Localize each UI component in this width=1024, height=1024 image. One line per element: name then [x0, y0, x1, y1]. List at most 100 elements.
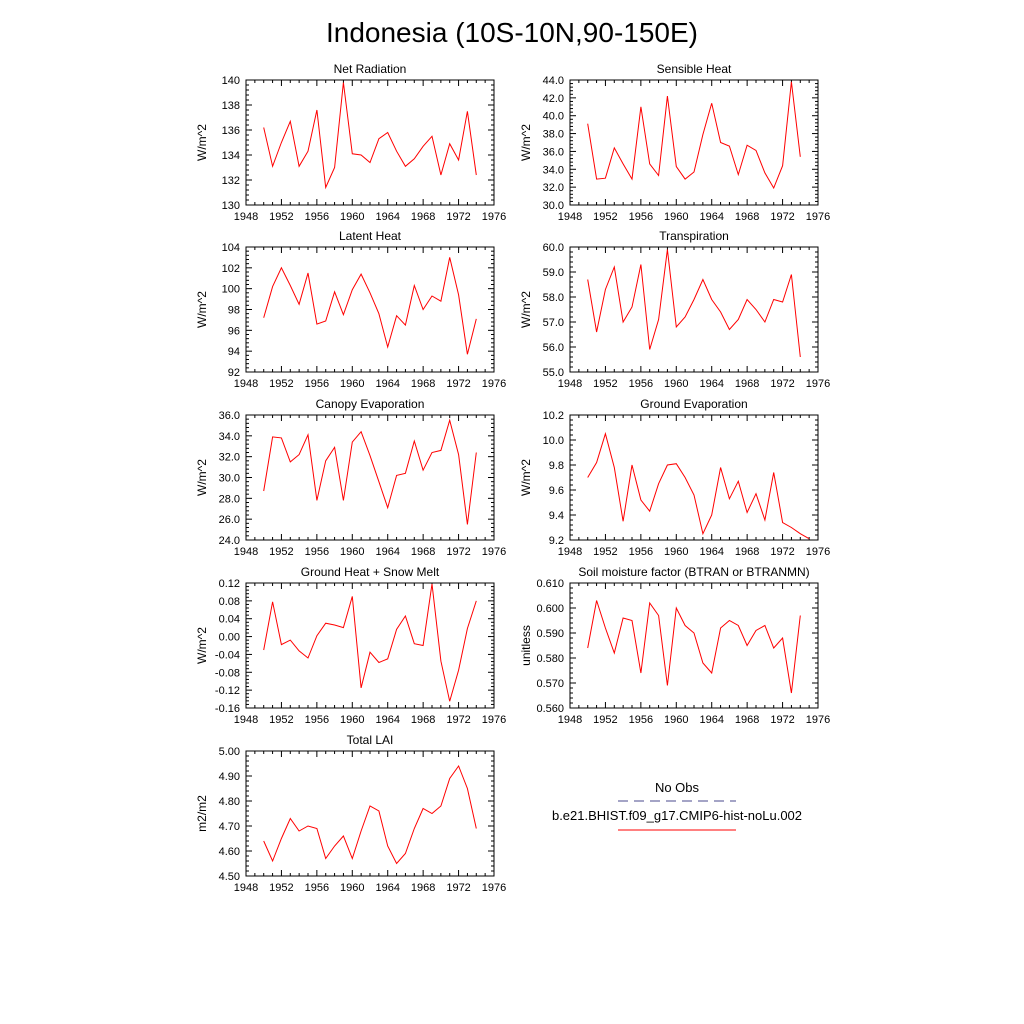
plot-frame — [569, 414, 819, 541]
x-tick-label: 1972 — [770, 546, 794, 558]
y-tick-label: 10.0 — [543, 435, 564, 447]
x-tick-label: 1972 — [770, 714, 794, 726]
x-tick-label: 1960 — [340, 882, 364, 894]
y-tick-label: 58.0 — [543, 292, 564, 304]
y-tick-label: 98 — [228, 305, 240, 317]
y-tick-label: 4.50 — [219, 871, 240, 883]
series-line — [587, 431, 810, 540]
x-tick-label: 1972 — [446, 882, 470, 894]
y-tick-label: -0.12 — [215, 685, 240, 697]
x-tick-label: 1960 — [340, 211, 364, 223]
legend: No Obs b.e21.BHIST.f09_g17.CMIP6-hist-no… — [552, 780, 802, 831]
y-tick-label: 60.0 — [543, 242, 564, 254]
x-tick-label: 1968 — [735, 546, 759, 558]
plot-frame — [245, 414, 495, 541]
y-tick-label: 9.4 — [549, 510, 564, 522]
y-tick-label: 96 — [228, 325, 240, 337]
panel-title: Net Radiation — [334, 62, 407, 76]
plot-frame — [569, 582, 819, 709]
chart-panel: Total LAI m2/m2 1948 1952 1956 1960 1964 1968 19… — [195, 733, 506, 894]
y-tick-label: 40.0 — [543, 111, 564, 123]
y-tick-label: 44.0 — [543, 75, 564, 87]
x-tick-label: 1948 — [234, 378, 258, 390]
y-tick-label: 57.0 — [543, 317, 564, 329]
x-tick-label: 1976 — [806, 714, 830, 726]
chart-panel: Transpiration W/m^2 1948 1952 1956 1960 1964 19… — [519, 229, 830, 390]
y-tick-label: 42.0 — [543, 93, 564, 105]
x-tick-label: 1956 — [629, 378, 653, 390]
y-tick-label: 10.2 — [543, 410, 564, 422]
x-tick-label: 1960 — [340, 546, 364, 558]
y-tick-label: 32.0 — [543, 182, 564, 194]
y-tick-label: 0.610 — [536, 578, 564, 590]
x-tick-label: 1948 — [234, 714, 258, 726]
y-tick-label: 4.70 — [219, 821, 240, 833]
panel-title: Latent Heat — [339, 229, 402, 243]
y-axis-label: W/m^2 — [519, 291, 533, 328]
y-tick-label: 0.580 — [536, 653, 564, 665]
x-tick-label: 1960 — [340, 378, 364, 390]
plot-frame — [245, 582, 495, 709]
x-tick-label: 1976 — [482, 211, 506, 223]
y-tick-label: 9.2 — [549, 535, 564, 547]
panel-title: Sensible Heat — [657, 62, 732, 76]
x-tick-label: 1952 — [593, 546, 617, 558]
y-axis-label: m2/m2 — [195, 795, 209, 832]
x-tick-label: 1964 — [375, 546, 399, 558]
series-line — [263, 257, 477, 355]
y-tick-label: 4.60 — [219, 846, 240, 858]
y-tick-label: -0.08 — [215, 667, 240, 679]
x-tick-label: 1972 — [446, 714, 470, 726]
y-tick-label: 140 — [222, 75, 240, 87]
x-tick-label: 1960 — [664, 714, 688, 726]
y-tick-label: 0.590 — [536, 628, 564, 640]
chart-panel: Canopy Evaporation W/m^2 1948 1952 1956 1960 1… — [195, 397, 506, 558]
series-line — [263, 418, 477, 525]
y-tick-label: 38.0 — [543, 129, 564, 141]
x-tick-label: 1964 — [375, 714, 399, 726]
chart-panel: Ground Heat + Snow Melt W/m^2 1948 1952 1956… — [195, 565, 506, 726]
x-tick-label: 1956 — [629, 714, 653, 726]
x-tick-label: 1948 — [234, 546, 258, 558]
y-tick-label: 28.0 — [219, 493, 240, 505]
y-axis-label: W/m^2 — [195, 124, 209, 161]
x-tick-label: 1960 — [340, 714, 364, 726]
y-tick-label: 0.570 — [536, 678, 564, 690]
y-tick-label: 9.8 — [549, 460, 564, 472]
y-tick-label: 36.0 — [219, 410, 240, 422]
x-tick-label: 1952 — [269, 378, 293, 390]
x-tick-label: 1964 — [699, 211, 723, 223]
x-tick-label: 1976 — [482, 714, 506, 726]
y-tick-label: 94 — [228, 346, 240, 358]
x-tick-label: 1972 — [446, 211, 470, 223]
x-tick-label: 1948 — [234, 211, 258, 223]
x-tick-label: 1976 — [482, 546, 506, 558]
chart-panel: Sensible Heat W/m^2 1948 1952 1956 1960 1964 19… — [519, 62, 830, 223]
panel-title: Canopy Evaporation — [316, 397, 425, 411]
plot-frame — [245, 79, 495, 206]
y-axis-label: unitless — [519, 625, 533, 666]
y-tick-label: 9.6 — [549, 485, 564, 497]
y-tick-label: 0.560 — [536, 703, 564, 715]
x-tick-label: 1956 — [305, 546, 329, 558]
y-tick-label: 130 — [222, 200, 240, 212]
x-tick-label: 1948 — [558, 378, 582, 390]
y-tick-label: 30.0 — [219, 473, 240, 485]
x-tick-label: 1964 — [699, 378, 723, 390]
x-tick-label: 1948 — [234, 882, 258, 894]
x-tick-label: 1956 — [305, 211, 329, 223]
y-tick-label: 4.90 — [219, 771, 240, 783]
x-tick-label: 1976 — [482, 882, 506, 894]
x-tick-label: 1968 — [411, 211, 435, 223]
y-tick-label: 59.0 — [543, 267, 564, 279]
x-tick-label: 1972 — [446, 546, 470, 558]
y-axis-label: W/m^2 — [519, 459, 533, 496]
x-tick-label: 1968 — [735, 714, 759, 726]
x-tick-label: 1948 — [558, 546, 582, 558]
plot-frame — [569, 246, 819, 373]
y-tick-label: 24.0 — [219, 535, 240, 547]
y-tick-label: 26.0 — [219, 514, 240, 526]
x-tick-label: 1976 — [806, 378, 830, 390]
x-tick-label: 1968 — [411, 714, 435, 726]
y-tick-label: 0.08 — [219, 596, 240, 608]
